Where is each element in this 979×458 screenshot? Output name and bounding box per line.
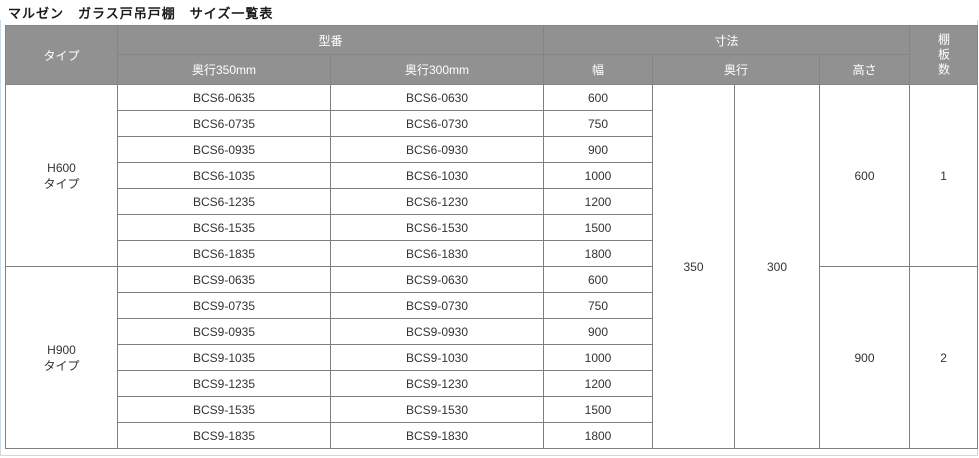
col-header-type: タイプ: [5, 25, 118, 85]
col-header-dimensions: 寸法: [543, 25, 911, 55]
width-cell: 1800: [543, 422, 654, 449]
table-body: H600 タイプ BCS6-0635 BCS6-0630 600 350 300…: [5, 84, 979, 449]
model-300-cell: BCS6-0930: [329, 136, 545, 163]
model-300-cell: BCS6-0630: [329, 84, 545, 111]
model-300-cell: BCS6-1830: [329, 240, 545, 267]
table-row: BCS9-0735 BCS9-0730 750: [6, 292, 978, 319]
model-300-cell: BCS9-0730: [329, 292, 545, 319]
width-cell: 1000: [543, 344, 654, 371]
width-cell: 750: [543, 292, 654, 319]
table-row: BCS6-0935 BCS6-0930 900: [6, 136, 978, 163]
model-300-cell: BCS6-1030: [329, 162, 545, 189]
height-cell-h600: 600: [819, 84, 911, 267]
table-row: H600 タイプ BCS6-0635 BCS6-0630 600 350 300…: [5, 84, 979, 449]
model-300-cell: BCS6-0730: [329, 110, 545, 137]
height-cell-h900: 900: [819, 266, 911, 449]
model-350-cell: BCS6-0635: [117, 84, 331, 111]
model-300-cell: BCS6-1230: [329, 188, 545, 215]
width-cell: 600: [543, 266, 654, 293]
model-300-cell: BCS6-1530: [329, 214, 545, 241]
page-title: マルゼン ガラス戸吊戸棚 サイズ一覧表: [8, 6, 274, 21]
width-cell: 1500: [543, 396, 654, 423]
model-300-cell: BCS9-1030: [329, 344, 545, 371]
model-300-cell: BCS9-1830: [329, 422, 545, 449]
table-row: BCS6-1535 BCS6-1530 1500: [6, 214, 978, 241]
width-cell: 1200: [543, 188, 654, 215]
table-row: BCS9-1035 BCS9-1030 1000: [6, 344, 978, 371]
model-350-cell: BCS9-1535: [117, 396, 331, 423]
table-row: BCS9-1835 BCS9-1830 1800: [6, 422, 978, 449]
depth-350-value-cell: 350: [652, 84, 736, 449]
width-cell: 600: [543, 84, 654, 111]
model-300-cell: BCS9-1230: [329, 370, 545, 397]
table-row: H900 タイプ BCS9-0635 BCS9-0630 600 900 2: [5, 266, 979, 449]
shelves-cell-h900: 2: [909, 266, 979, 449]
width-cell: 900: [543, 136, 654, 163]
type-cell-h900: H900 タイプ: [5, 266, 118, 449]
model-350-cell: BCS6-1835: [117, 240, 331, 267]
col-header-shelves: 棚板数: [909, 25, 979, 85]
model-350-cell: BCS6-0935: [117, 136, 331, 163]
model-350-cell: BCS6-0735: [117, 110, 331, 137]
width-cell: 900: [543, 318, 654, 345]
model-300-cell: BCS9-0630: [329, 266, 545, 293]
size-table: タイプ 型番 寸法 棚板数 奥行350mm 奥行300mm 幅 奥行 高さ H6…: [5, 25, 979, 449]
col-header-width: 幅: [543, 54, 654, 85]
col-header-model: 型番: [116, 25, 545, 55]
model-350-cell: BCS6-1235: [117, 188, 331, 215]
model-350-cell: BCS6-1535: [117, 214, 331, 241]
type-cell-h600: H600 タイプ: [5, 84, 118, 267]
model-350-cell: BCS9-1035: [117, 344, 331, 371]
col-header-depth300: 奥行300mm: [329, 54, 545, 85]
width-cell: 1000: [543, 162, 654, 189]
col-header-depth350: 奥行350mm: [117, 54, 331, 85]
depth-300-value-cell: 300: [734, 84, 821, 449]
model-350-cell: BCS6-1035: [117, 162, 331, 189]
table-row: BCS6-1035 BCS6-1030 1000: [6, 162, 978, 189]
shelves-cell-h600: 1: [909, 84, 979, 267]
width-cell: 1800: [543, 240, 654, 267]
model-300-cell: BCS9-1530: [329, 396, 545, 423]
table-row: BCS9-0935 BCS9-0930 900: [6, 318, 978, 345]
table-header: タイプ 型番 寸法 棚板数 奥行350mm 奥行300mm 幅 奥行 高さ: [5, 25, 979, 85]
model-350-cell: BCS9-1835: [117, 422, 331, 449]
model-300-cell: BCS9-0930: [329, 318, 545, 345]
model-350-cell: BCS9-0735: [117, 292, 331, 319]
table-row: BCS9-1535 BCS9-1530 1500: [6, 396, 978, 423]
table-row: BCS6-1835 BCS6-1830 1800: [6, 240, 978, 267]
col-header-height: 高さ: [819, 54, 911, 85]
width-cell: 1200: [543, 370, 654, 397]
width-cell: 1500: [543, 214, 654, 241]
width-cell: 750: [543, 110, 654, 137]
model-350-cell: BCS9-0935: [117, 318, 331, 345]
model-350-cell: BCS9-1235: [117, 370, 331, 397]
col-header-depth: 奥行: [652, 54, 821, 85]
model-350-cell: BCS9-0635: [117, 266, 331, 293]
